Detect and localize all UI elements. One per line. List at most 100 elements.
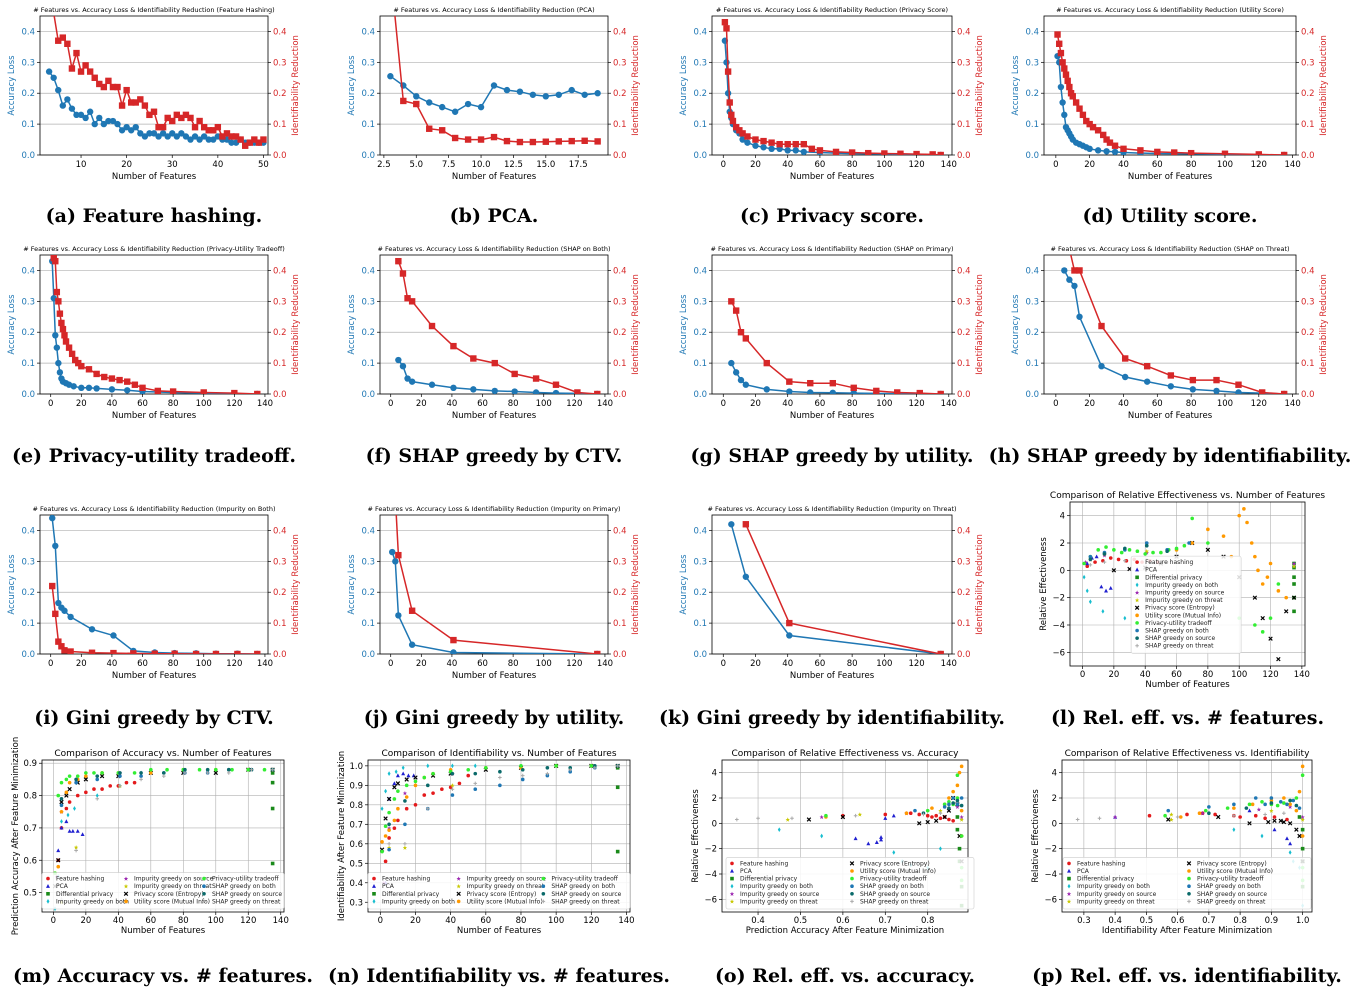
scatter-point bbox=[84, 774, 88, 778]
scatter-point bbox=[1221, 534, 1226, 538]
x-tick-label: 2.5 bbox=[377, 160, 391, 170]
x-tick-label: 140 bbox=[1285, 160, 1301, 170]
scatter-point bbox=[473, 781, 478, 786]
scatter-point bbox=[440, 787, 444, 792]
data-point-right bbox=[59, 34, 66, 41]
data-point-left bbox=[124, 387, 131, 394]
data-point-left bbox=[728, 521, 735, 528]
scatter-point bbox=[1269, 808, 1274, 813]
scatter-point bbox=[1200, 811, 1205, 816]
y-tick-label-right: 0.4 bbox=[957, 27, 971, 37]
scatter-point bbox=[498, 769, 502, 774]
scatter-point bbox=[402, 845, 408, 850]
series-line-right bbox=[724, 22, 941, 155]
scatter-point bbox=[1096, 548, 1100, 552]
plot-frame bbox=[1069, 501, 1306, 667]
caption-f: (f) SHAP greedy by CTV. bbox=[366, 445, 623, 467]
x-tick-label: 40 bbox=[1140, 670, 1151, 680]
data-point-right bbox=[568, 137, 575, 145]
x-tick-label: 140 bbox=[941, 399, 957, 409]
data-point-right bbox=[105, 77, 112, 85]
x-tick-label: 80 bbox=[508, 659, 519, 669]
data-point-left bbox=[1111, 148, 1119, 155]
data-point-left bbox=[438, 103, 446, 111]
data-point-left bbox=[413, 93, 420, 100]
y-tick-label-left: 0.1 bbox=[361, 359, 375, 369]
data-point-right bbox=[62, 338, 70, 345]
scatter-point bbox=[1185, 812, 1189, 817]
scatter-point bbox=[165, 767, 169, 772]
legend-marker bbox=[1134, 605, 1140, 610]
y-tick-label-left: 0.0 bbox=[693, 390, 707, 400]
data-point-right bbox=[786, 378, 793, 385]
data-point-right bbox=[408, 607, 416, 614]
legend-label: Feature hashing bbox=[1077, 860, 1125, 867]
caption-j: (j) Gini greedy by utility. bbox=[364, 707, 624, 729]
data-point-left bbox=[742, 573, 750, 580]
data-point-right bbox=[408, 298, 416, 305]
x-axis-label: Number of Features bbox=[452, 411, 537, 421]
scatter-point bbox=[484, 765, 488, 770]
scatter-point bbox=[59, 780, 64, 785]
plot-frame bbox=[39, 254, 269, 395]
scatter-point bbox=[1135, 549, 1140, 553]
data-point-right bbox=[1103, 136, 1110, 143]
legend-label: SHAP greedy on threat bbox=[212, 898, 281, 905]
data-point-right bbox=[1079, 111, 1087, 119]
scatter-point bbox=[457, 781, 462, 786]
scatter-point bbox=[1102, 552, 1107, 556]
data-point-right bbox=[219, 133, 226, 140]
y-tick-label-right: 0.0 bbox=[1301, 390, 1315, 400]
legend-marker bbox=[1187, 869, 1191, 873]
scatter-point bbox=[80, 832, 85, 837]
x-tick-label: 120 bbox=[583, 916, 599, 926]
scatter-point bbox=[959, 814, 964, 820]
data-point-left bbox=[594, 90, 601, 97]
data-point-right bbox=[450, 342, 457, 350]
scatter-point bbox=[226, 771, 231, 775]
x-tick-label: 60 bbox=[137, 399, 148, 409]
y-tick-label-left: 0.3 bbox=[361, 297, 375, 307]
legend-marker bbox=[1135, 636, 1139, 640]
series-line-right bbox=[1056, 34, 1285, 155]
legend-label: SHAP greedy on threat bbox=[1197, 898, 1266, 905]
scatter-point bbox=[197, 767, 202, 772]
scatter-point bbox=[1088, 599, 1092, 605]
scatter-point bbox=[545, 765, 550, 770]
scatter-point bbox=[392, 818, 397, 823]
scatter-point bbox=[955, 798, 960, 803]
data-point-left bbox=[1094, 147, 1102, 154]
y-tick-label-right: 0.1 bbox=[1301, 359, 1315, 369]
legend-label: SHAP greedy on both bbox=[1197, 883, 1261, 890]
data-point-right bbox=[426, 125, 433, 132]
y-tick-label-left: 0.4 bbox=[361, 526, 375, 536]
scatter-point bbox=[1213, 812, 1217, 817]
y-axis-label-right: Identifiability Reduction bbox=[631, 534, 641, 635]
y-axis-label-left: Accuracy Loss bbox=[347, 55, 357, 116]
data-point-right bbox=[404, 295, 411, 302]
legend-marker bbox=[849, 861, 855, 866]
scatter-point bbox=[1269, 798, 1274, 803]
x-tick-label: 0 bbox=[48, 659, 53, 669]
data-point-right bbox=[937, 390, 944, 394]
y-axis-label: Relative Effectiveness bbox=[691, 789, 701, 883]
scatter-point bbox=[938, 846, 942, 852]
scatter-point bbox=[149, 771, 153, 775]
plot-frame bbox=[711, 254, 953, 395]
legend-label: Privacy-utility tradeoff bbox=[551, 876, 618, 883]
y-tick-label-right: 0.4 bbox=[273, 266, 287, 276]
scatter-point bbox=[139, 771, 143, 775]
y-tick-label-left: 0.1 bbox=[361, 120, 375, 130]
data-point-right bbox=[763, 359, 770, 367]
scatter-point bbox=[1291, 798, 1296, 803]
y-tick-label-right: 0.1 bbox=[613, 619, 627, 629]
scatter-point bbox=[1294, 808, 1299, 813]
scatter-point bbox=[56, 864, 61, 869]
scatter-point bbox=[857, 812, 863, 817]
legend-marker bbox=[1135, 613, 1139, 618]
data-point-right bbox=[490, 133, 498, 141]
y-tick-label-right: 0.1 bbox=[273, 359, 287, 369]
scatter-point bbox=[1275, 803, 1280, 808]
scatter-point bbox=[1203, 808, 1208, 813]
scatter-point bbox=[74, 848, 78, 853]
